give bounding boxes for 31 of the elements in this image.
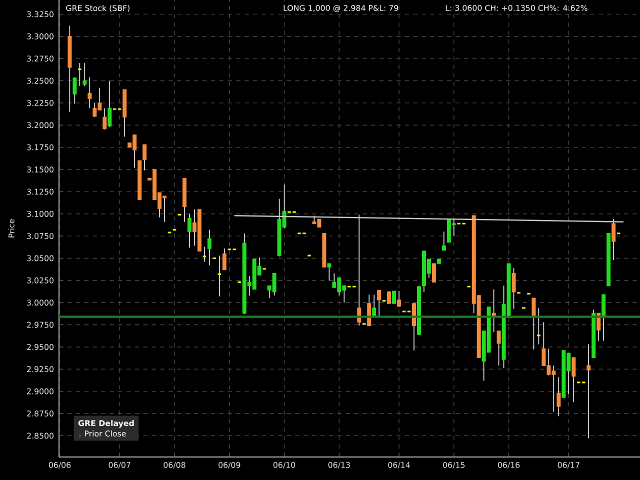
candlestick (387, 290, 392, 304)
candlestick (138, 160, 142, 200)
candlestick (612, 218, 616, 260)
candlestick (102, 108, 107, 130)
candlestick (82, 62, 87, 86)
candlestick (72, 76, 77, 104)
candlestick (602, 294, 606, 342)
candlestick (377, 290, 382, 318)
candlestick (556, 376, 561, 417)
candlestick (496, 330, 501, 366)
candlestick (367, 294, 372, 326)
candlestick (436, 258, 441, 264)
candlestick (512, 268, 516, 310)
candlestick (606, 233, 611, 286)
candlestick (432, 263, 436, 283)
candlestick (187, 213, 192, 248)
candlestick (397, 290, 402, 308)
candlestick (442, 231, 446, 251)
candlestick (222, 248, 226, 270)
candlestick (322, 233, 326, 268)
candlestick (372, 294, 376, 318)
candlestick (586, 344, 591, 439)
candlestick (207, 229, 212, 266)
candlestick (88, 76, 92, 109)
candlestick (392, 290, 396, 304)
candlestick (572, 357, 576, 402)
candlestick (412, 303, 416, 351)
candlestick (108, 80, 112, 128)
candlestick (532, 298, 536, 350)
candlestick (142, 144, 147, 171)
candlestick (327, 263, 332, 281)
